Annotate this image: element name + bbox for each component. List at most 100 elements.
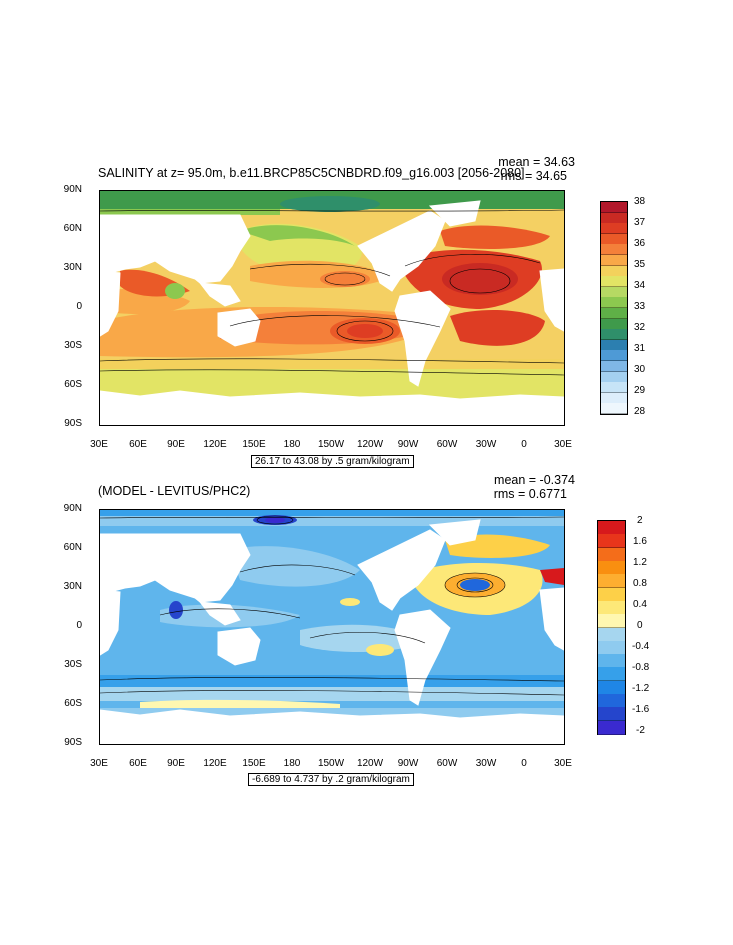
difference-map (99, 509, 565, 745)
colorbar-swatch (601, 403, 627, 415)
colorbar-swatch (598, 547, 625, 562)
difference-contour-info: -6.689 to 4.737 by .2 gram/kilogram (248, 773, 414, 786)
salinity-contour-info: 26.17 to 43.08 by .5 gram/kilogram (251, 455, 414, 468)
lon-label: 30E (90, 439, 108, 450)
colorbar-swatch (601, 255, 627, 266)
difference-title: (MODEL - LEVITUS/PHC2) (98, 484, 251, 498)
salinity-colorbar (600, 201, 628, 415)
lon-label: 150E (242, 758, 266, 769)
colorbar-label: -0.8 (632, 662, 650, 673)
lat-label: 30N (63, 262, 82, 273)
colorbar-label: 37 (634, 217, 646, 228)
lon-label: 30W (475, 439, 497, 450)
colorbar-swatch (598, 720, 625, 735)
colorbar-swatch (601, 212, 627, 224)
lon-label: 30E (554, 439, 572, 450)
lon-label: 120E (203, 439, 227, 450)
colorbar-swatch (601, 392, 627, 404)
colorbar-label: 1.2 (633, 557, 647, 568)
colorbar-swatch (598, 694, 625, 709)
colorbar-swatch (601, 233, 627, 245)
difference-rms: rms = 0.6771 (493, 487, 567, 501)
colorbar-swatch (601, 382, 627, 394)
lat-label: 30S (64, 659, 82, 670)
colorbar-label: 29 (634, 385, 646, 396)
colorbar-swatch (598, 627, 625, 642)
lon-label: 60W (436, 439, 458, 450)
colorbar-label: 35 (634, 259, 646, 270)
lon-label: 0 (521, 439, 527, 450)
colorbar-swatch (601, 329, 627, 341)
colorbar-swatch (598, 521, 625, 535)
colorbar-swatch (598, 640, 625, 655)
lat-label: 90N (63, 503, 82, 514)
lon-label: 60W (436, 758, 458, 769)
lon-label: 120W (356, 758, 384, 769)
lat-label: 0 (76, 620, 82, 631)
lon-label: 30E (554, 758, 572, 769)
lat-label: 30S (64, 340, 82, 351)
salinity-title: SALINITY at z= 95.0m, b.e11.BRCP85C5CNBD… (98, 166, 525, 180)
lon-label: 90W (397, 439, 419, 450)
colorbar-swatch (601, 371, 627, 383)
colorbar-swatch (601, 318, 627, 330)
difference-mean: mean = -0.374 (494, 473, 575, 487)
colorbar-label: -0.4 (632, 641, 650, 652)
lat-label: 90N (63, 184, 82, 195)
lat-label: 60N (63, 542, 82, 553)
lon-label: 90W (397, 758, 419, 769)
colorbar-label: 34 (634, 280, 646, 291)
lat-label: 60N (63, 223, 82, 234)
colorbar-swatch (601, 202, 627, 213)
colorbar-label: 31 (634, 343, 646, 354)
colorbar-label: 0.8 (633, 578, 647, 589)
colorbar-swatch (601, 308, 627, 319)
colorbar-label: 28 (634, 406, 646, 417)
colorbar-swatch (601, 339, 627, 351)
colorbar-swatch (601, 350, 627, 362)
colorbar-swatch (598, 534, 625, 549)
colorbar-swatch (598, 667, 625, 682)
colorbar-swatch (598, 574, 625, 589)
difference-map-svg (100, 510, 564, 744)
colorbar-swatch (601, 244, 627, 256)
lon-label: 150W (317, 758, 345, 769)
difference-colorbar (597, 520, 626, 735)
lat-label: 60S (64, 379, 82, 390)
colorbar-swatch (601, 286, 627, 298)
colorbar-swatch (598, 614, 625, 629)
colorbar-label: 33 (634, 301, 646, 312)
salinity-mean: mean = 34.63 (498, 155, 575, 169)
colorbar-label: -2 (636, 725, 645, 736)
colorbar-label: -1.6 (632, 704, 650, 715)
colorbar-label: 1.6 (633, 536, 647, 547)
salinity-rms: rms = 34.65 (500, 169, 567, 183)
colorbar-label: 38 (634, 196, 646, 207)
colorbar-label: 0.4 (633, 599, 647, 610)
salinity-map (99, 190, 565, 426)
lat-label: 0 (76, 301, 82, 312)
colorbar-swatch (598, 680, 625, 695)
colorbar-label: 30 (634, 364, 646, 375)
colorbar-swatch (601, 265, 627, 277)
lon-label: 30W (475, 758, 497, 769)
colorbar-swatch (598, 600, 625, 615)
lat-label: 90S (64, 418, 82, 429)
colorbar-swatch (601, 276, 627, 288)
lon-label: 60E (129, 439, 147, 450)
lon-label: 60E (129, 758, 147, 769)
colorbar-label: 2 (637, 515, 643, 526)
lat-label: 60S (64, 698, 82, 709)
lat-label: 90S (64, 737, 82, 748)
lon-label: 150E (242, 439, 266, 450)
colorbar-label: 0 (637, 620, 643, 631)
colorbar-swatch (601, 223, 627, 235)
colorbar-label: 36 (634, 238, 646, 249)
colorbar-label: -1.2 (632, 683, 650, 694)
lon-label: 0 (521, 758, 527, 769)
colorbar-swatch (601, 297, 627, 309)
lon-label: 120E (203, 758, 227, 769)
colorbar-swatch (598, 654, 625, 669)
colorbar-label: 32 (634, 322, 646, 333)
colorbar-swatch (598, 587, 625, 602)
